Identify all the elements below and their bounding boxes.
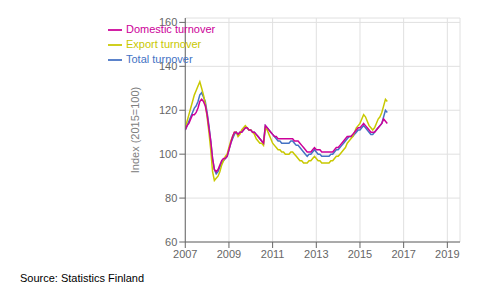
- svg-text:60: 60: [165, 236, 177, 248]
- svg-text:2009: 2009: [217, 248, 241, 260]
- svg-text:2007: 2007: [173, 248, 197, 260]
- svg-text:Index (2015=100): Index (2015=100): [129, 87, 141, 174]
- svg-text:2015: 2015: [348, 248, 372, 260]
- svg-text:160: 160: [159, 16, 177, 28]
- svg-text:120: 120: [159, 104, 177, 116]
- svg-text:100: 100: [159, 148, 177, 160]
- svg-text:80: 80: [165, 192, 177, 204]
- svg-text:2011: 2011: [261, 248, 285, 260]
- svg-text:2017: 2017: [391, 248, 415, 260]
- svg-text:140: 140: [159, 60, 177, 72]
- svg-text:2013: 2013: [304, 248, 328, 260]
- svg-text:2019: 2019: [435, 248, 459, 260]
